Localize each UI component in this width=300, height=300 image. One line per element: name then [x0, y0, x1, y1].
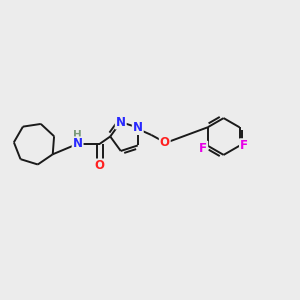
Text: H: H — [73, 130, 82, 140]
Text: N: N — [73, 137, 82, 150]
Text: O: O — [160, 136, 170, 149]
Text: F: F — [199, 142, 207, 155]
Text: N: N — [116, 116, 126, 128]
Text: N: N — [133, 121, 143, 134]
Text: O: O — [95, 159, 105, 172]
Text: F: F — [240, 139, 248, 152]
